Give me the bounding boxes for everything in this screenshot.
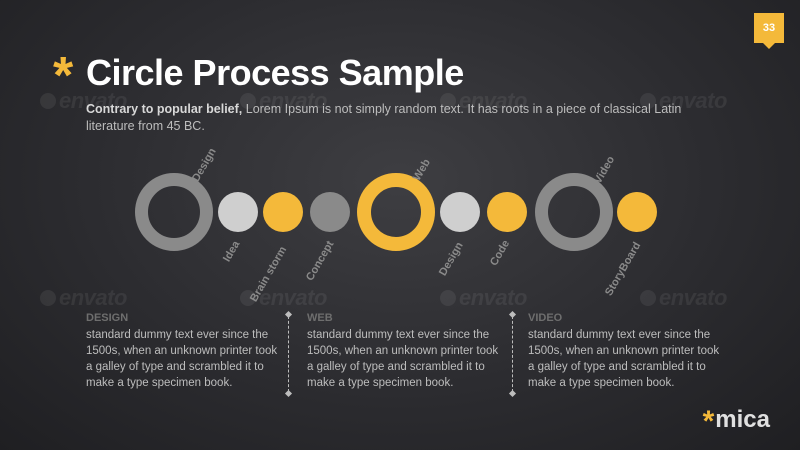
idea-circle [218,192,258,232]
brainstorm-circle [263,192,303,232]
column-divider [288,316,289,392]
label-idea: Idea [221,238,243,264]
column-divider [512,316,513,392]
column-video: VIDEO standard dummy text ever since the… [528,312,724,391]
watermark: envato [440,285,527,311]
label-storyboard: StoryBoard [603,240,644,298]
column-text: standard dummy text ever since the 1500s… [528,329,720,389]
watermark: envato [640,285,727,311]
brand-logo: *mica [703,405,770,439]
label-concept: Concept [304,238,337,283]
label-code: Code [488,238,513,268]
web-ring [357,173,435,251]
label-web: Web [411,157,433,183]
asterisk-icon: * [702,405,715,438]
column-heading: VIDEO [528,312,563,324]
brand-name: mica [715,406,770,433]
column-design: DESIGN standard dummy text ever since th… [86,312,282,391]
watermark: envato [240,88,327,114]
page-number-badge: 33 [754,13,784,49]
watermark: envato [240,285,327,311]
watermark: envato [440,88,527,114]
column-heading: WEB [307,312,333,324]
page-title: Circle Process Sample [86,52,464,93]
column-text: standard dummy text ever since the 1500s… [86,329,278,389]
watermark: envato [40,285,127,311]
column-heading: DESIGN [86,312,129,324]
storyboard-circle [617,192,657,232]
watermark: envato [40,88,127,114]
watermark: envato [640,88,727,114]
code-circle [487,192,527,232]
column-text: standard dummy text ever since the 1500s… [307,329,499,389]
column-web: WEB standard dummy text ever since the 1… [307,312,503,391]
label-video: Video [592,154,618,186]
subtitle: Contrary to popular belief, Lorem Ipsum … [86,101,726,135]
label-design-bottom: Design [437,240,466,278]
design-ring [135,173,213,251]
label-design-top: Design [190,146,219,184]
concept-circle [310,192,350,232]
design-circle [440,192,480,232]
